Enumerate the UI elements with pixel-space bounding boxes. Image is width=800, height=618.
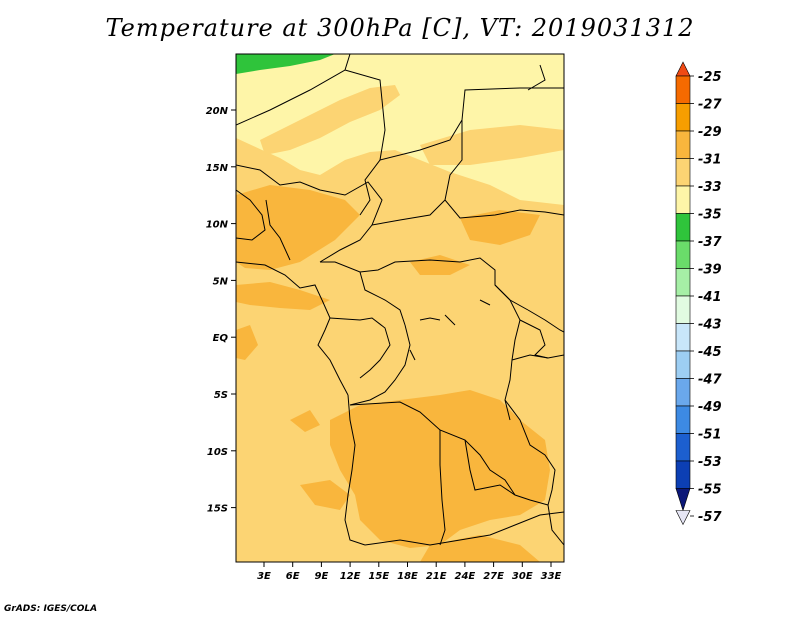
legend-arrow-top	[675, 61, 691, 77]
legend-label: -43	[698, 318, 722, 333]
legend-swatch	[675, 350, 691, 379]
lon-label: 33E	[541, 571, 562, 582]
lon-label: 12E	[340, 571, 361, 582]
legend-label: -49	[698, 400, 722, 415]
legend-label: -29	[698, 125, 722, 140]
legend-label: -41	[698, 290, 722, 305]
legend-swatch	[675, 185, 691, 214]
color-legend: -25 -27 -29 -31 -33 -35 -37 -39 -41 -43 -45 -47 -49 -…	[675, 61, 722, 526]
field-warm-sw	[300, 480, 350, 510]
country-borders	[236, 54, 564, 546]
lat-label: 5S	[214, 390, 228, 401]
legend-swatch	[675, 295, 691, 324]
temperature-field	[236, 54, 564, 562]
legend-label: -25	[698, 70, 722, 85]
latitude-axis: 20N 15N 10N 5N EQ 5S 10S 15S	[206, 106, 236, 515]
lon-label: 24E	[455, 571, 476, 582]
legend-swatch	[675, 213, 691, 242]
field-warm-gulf	[236, 282, 330, 310]
field-warm-coast	[236, 325, 258, 360]
legend-label: -39	[698, 263, 722, 278]
legend-swatch	[675, 158, 691, 187]
legend-swatch	[675, 433, 691, 462]
lat-label: 15N	[206, 163, 229, 174]
field-streak-east	[420, 125, 564, 165]
field-band-minus35	[236, 54, 564, 205]
legend-swatch	[675, 130, 691, 159]
legend-label: -55	[698, 483, 722, 498]
map-title: Temperature at 300hPa [C], VT: 201903131…	[105, 14, 695, 42]
longitude-axis: 3E 6E 9E 12E 15E 18E 21E 24E 27E 30E 33E	[257, 562, 562, 582]
legend-label: -45	[698, 345, 722, 360]
legend-swatch	[675, 240, 691, 269]
lon-label: 30E	[512, 571, 533, 582]
legend-swatch	[675, 103, 691, 132]
legend-swatch	[675, 75, 691, 104]
field-warm-central	[460, 210, 540, 245]
legend-label: -31	[698, 153, 722, 168]
lat-label: EQ	[213, 333, 229, 344]
legend-label: -47	[698, 373, 722, 388]
field-band-minus37	[236, 54, 335, 74]
lon-label: 9E	[315, 571, 329, 582]
legend-label: -33	[698, 180, 722, 195]
legend-swatch	[675, 405, 691, 434]
legend-label: -35	[698, 208, 722, 223]
legend-label: -51	[698, 428, 722, 443]
legend-label: -37	[698, 235, 722, 250]
legend-swatch	[675, 268, 691, 297]
legend-swatch	[675, 378, 691, 407]
legend-label: -57	[698, 510, 722, 525]
map-frame	[235, 53, 565, 563]
legend-arrow-underflow	[675, 510, 691, 526]
lon-label: 3E	[257, 571, 271, 582]
lon-label: 21E	[426, 571, 447, 582]
lon-label: 18E	[397, 571, 418, 582]
lat-label: 10N	[206, 220, 229, 231]
lat-label: 5N	[213, 276, 229, 287]
lon-label: 6E	[286, 571, 300, 582]
field-streak-north	[260, 85, 400, 155]
lon-label: 15E	[368, 571, 389, 582]
lat-label: 15S	[207, 504, 228, 515]
credit-text: GrADS: IGES/COLA	[4, 604, 98, 614]
lon-label: 27E	[483, 571, 504, 582]
lat-label: 10S	[207, 447, 228, 458]
legend-swatch	[675, 323, 691, 352]
legend-label: -53	[698, 455, 722, 470]
field-warm-dot	[290, 410, 320, 432]
legend-swatch	[675, 460, 691, 489]
legend-arrow-bottom	[675, 488, 691, 512]
lat-label: 20N	[206, 106, 229, 117]
legend-label: -27	[698, 98, 722, 113]
